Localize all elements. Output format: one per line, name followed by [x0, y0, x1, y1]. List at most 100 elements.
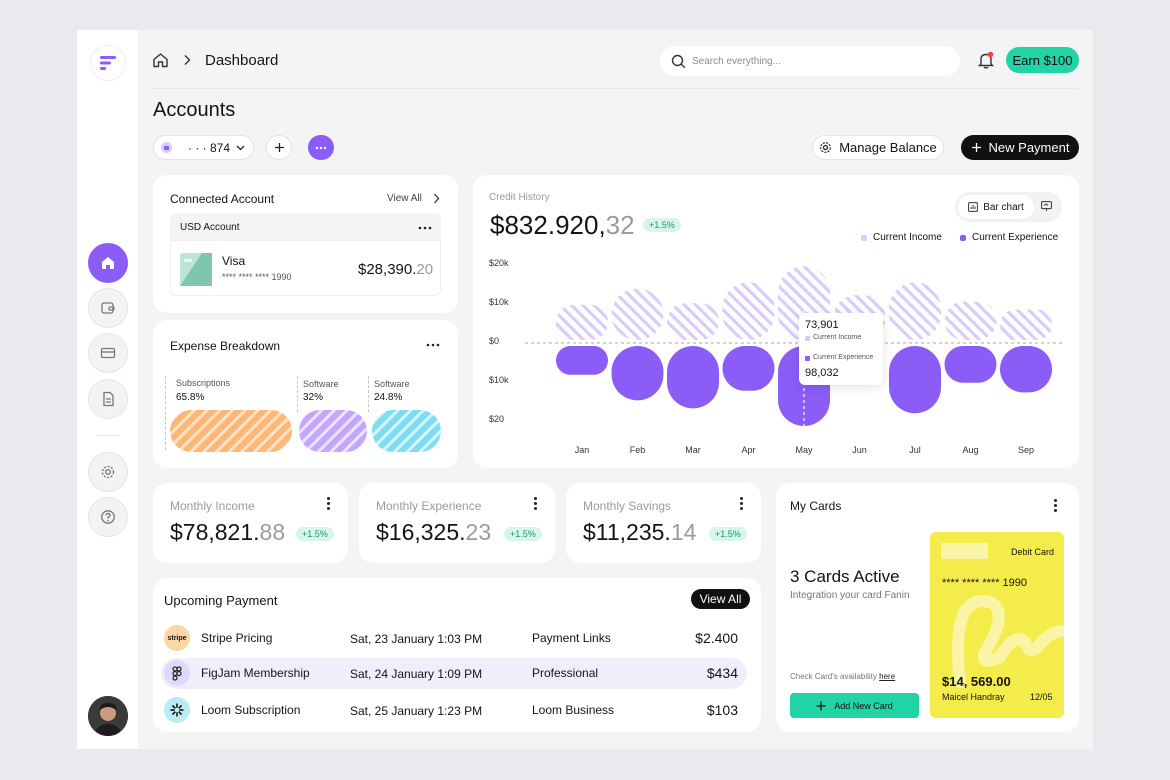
- stat-main: $78,821.: [170, 519, 260, 545]
- expense-percent: 24.8%: [374, 392, 403, 403]
- stat-change-badge: +1.5%: [296, 527, 334, 541]
- bar-experience-sep[interactable]: [1000, 346, 1052, 393]
- more-icon[interactable]: [426, 343, 440, 347]
- card-swirl-decoration: [952, 595, 1064, 688]
- stat-card-savings: Monthly Savings $11,235.14 +1.5%: [566, 483, 761, 563]
- card-thumbnail-icon: [180, 253, 212, 286]
- nav-cards[interactable]: [88, 333, 128, 373]
- account-icon: [161, 142, 172, 153]
- nav-documents[interactable]: [88, 379, 128, 419]
- credit-card-icon: [100, 347, 116, 359]
- view-all-payments-button[interactable]: View All: [691, 589, 750, 609]
- search-bar[interactable]: Search everything...: [660, 46, 960, 76]
- wallet-icon: [101, 302, 115, 314]
- account-name: USD Account: [180, 222, 240, 233]
- check-link[interactable]: here: [879, 672, 896, 681]
- x-tick-label: Jun: [852, 445, 867, 455]
- card-number: **** **** **** 1990: [222, 272, 292, 282]
- my-cards-card: My Cards 3 Cards Active Integration your…: [776, 483, 1079, 732]
- view-all-link[interactable]: View All: [387, 193, 422, 204]
- new-payment-button[interactable]: New Payment: [961, 135, 1079, 160]
- bar-experience-jul[interactable]: [889, 346, 941, 414]
- credit-amount-main: $832.920,: [490, 210, 606, 240]
- legend-income: Current Income: [873, 232, 942, 243]
- stat-value: $16,325.23: [376, 519, 491, 546]
- bar-experience-mar[interactable]: [667, 346, 719, 409]
- stat-value: $78,821.88: [170, 519, 285, 546]
- table-row[interactable]: stripe Stripe Pricing Sat, 23 January 1:…: [153, 623, 761, 653]
- account-selector[interactable]: · · · 874: [153, 135, 254, 160]
- bar-experience-jan[interactable]: [556, 346, 608, 375]
- expense-bar-software: [299, 410, 367, 452]
- credit-chart: $20k $10k $0 $10k $20 Jan Feb Mar Apr May Jun Jul Au…: [489, 258, 1063, 455]
- more-accounts-button[interactable]: [308, 135, 334, 160]
- card-chip: [941, 543, 988, 559]
- bar-income-aug[interactable]: [944, 301, 997, 340]
- bar-income-sep[interactable]: [1000, 309, 1052, 340]
- table-row[interactable]: Loom Subscription Sat, 25 January 1:23 P…: [153, 695, 761, 725]
- card-type: Debit Card: [1011, 547, 1055, 557]
- more-vertical-icon[interactable]: [327, 497, 331, 512]
- more-icon[interactable]: [418, 226, 432, 230]
- stat-cents: 14: [670, 519, 697, 545]
- debit-card[interactable]: Debit Card **** **** **** 1990 $14, 569.…: [930, 532, 1064, 718]
- bar-experience-apr[interactable]: [722, 346, 775, 391]
- expense-label: Software: [303, 379, 339, 389]
- more-vertical-icon[interactable]: [740, 497, 744, 512]
- app-logo[interactable]: [90, 45, 126, 81]
- manage-balance-button[interactable]: Manage Balance: [812, 135, 944, 160]
- tooltip-income-label: Current Income: [813, 334, 862, 341]
- nav-help[interactable]: [88, 497, 128, 537]
- breadcrumb[interactable]: Dashboard: [205, 52, 279, 69]
- nav-wallet[interactable]: [88, 288, 128, 328]
- credit-amount: $832.920,32: [490, 210, 635, 241]
- bar-experience-aug[interactable]: [944, 346, 997, 383]
- y-tick-label: $10k: [489, 375, 509, 385]
- table-row-highlighted[interactable]: FigJam Membership Sat, 24 January 1:09 P…: [161, 658, 747, 689]
- home-icon: [102, 257, 114, 269]
- user-avatar[interactable]: [88, 696, 128, 736]
- payment-type: Loom Business: [532, 703, 615, 717]
- avatar-image: [88, 696, 128, 736]
- credit-history-card: Credit History $832.920,32 +1.5% Bar cha…: [473, 175, 1079, 468]
- bar-income-mar[interactable]: [667, 303, 719, 340]
- x-tick-label: Jan: [575, 445, 590, 455]
- credit-history-label: Credit History: [489, 192, 550, 203]
- home-outline-icon[interactable]: [152, 52, 169, 68]
- legend-swatch-income: [861, 235, 867, 241]
- more-vertical-icon[interactable]: [534, 497, 538, 512]
- stat-card-income: Monthly Income $78,821.88 +1.5%: [153, 483, 348, 563]
- more-vertical-icon[interactable]: [1054, 499, 1058, 514]
- more-icon: [315, 146, 327, 149]
- nav-settings[interactable]: [88, 452, 128, 492]
- my-cards-title: My Cards: [790, 499, 842, 513]
- logo-icon: [100, 56, 116, 70]
- payment-amount: $2.400: [695, 630, 738, 646]
- document-icon: [103, 391, 114, 407]
- nav-home[interactable]: [88, 243, 128, 283]
- bar-income-apr[interactable]: [722, 282, 775, 340]
- expense-title: Expense Breakdown: [170, 339, 281, 353]
- search-icon: [671, 54, 686, 68]
- bar-income-jan[interactable]: [556, 304, 608, 340]
- bar-chart-label: Bar chart: [983, 201, 1024, 213]
- card-holder: Maicel Handray: [942, 692, 1005, 702]
- search-input[interactable]: Search everything...: [692, 55, 781, 67]
- legend-swatch-experience: [960, 235, 966, 241]
- bar-chart-button[interactable]: Bar chart: [958, 195, 1034, 219]
- expense-percent: 65.8%: [176, 392, 205, 403]
- card-number: **** **** **** 1990: [942, 577, 1028, 589]
- x-tick-label: May: [795, 445, 813, 455]
- loom-icon: [164, 697, 190, 723]
- bell-icon[interactable]: [978, 51, 994, 69]
- add-new-card-button[interactable]: Add New Card: [790, 693, 919, 718]
- chevron-right-icon[interactable]: [433, 193, 440, 204]
- bar-income-feb[interactable]: [611, 288, 664, 340]
- cards-subtitle: Integration your card Fanin: [790, 590, 910, 601]
- bar-income-jul[interactable]: [889, 282, 941, 340]
- earn-button[interactable]: Earn $100: [1006, 47, 1079, 73]
- visa-row[interactable]: [170, 240, 441, 296]
- bar-experience-feb[interactable]: [611, 346, 664, 401]
- add-account-button[interactable]: [266, 135, 292, 160]
- presentation-icon[interactable]: [1041, 201, 1052, 212]
